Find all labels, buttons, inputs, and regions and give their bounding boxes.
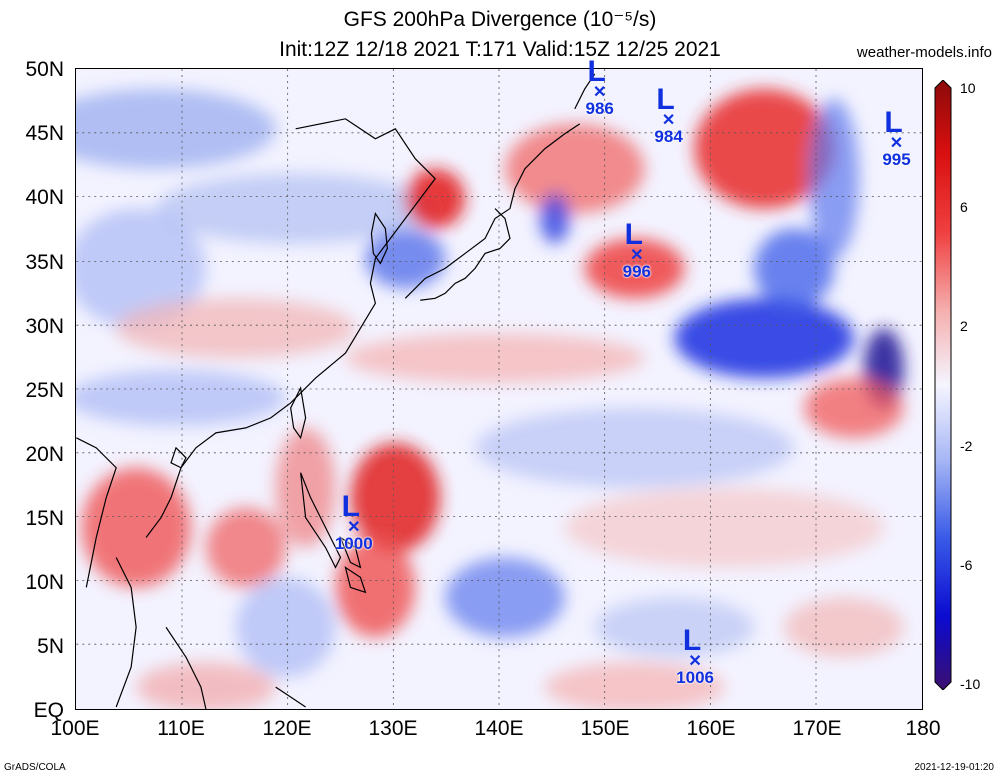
- low-marker: L ✕ 1000: [324, 492, 384, 563]
- low-pressure-value: 1006: [676, 667, 714, 687]
- lat-label: 5N: [37, 635, 64, 658]
- coastlines: [76, 73, 596, 709]
- low-marker: L ✕ 986: [570, 57, 630, 128]
- low-center-x-icon: ✕: [889, 135, 904, 153]
- colorbar-label: -10: [960, 676, 981, 692]
- lon-label: 120E: [262, 717, 312, 740]
- lon-label: 160E: [686, 717, 736, 740]
- low-pressure-value: 995: [882, 150, 911, 170]
- colorbar-label: 2: [960, 318, 968, 334]
- lat-lon-grid: [76, 69, 922, 709]
- lat-label: 50N: [25, 58, 64, 81]
- colorbar-label: -6: [960, 557, 973, 573]
- low-marker: L ✕ 995: [867, 108, 927, 179]
- low-center-x-icon: ✕: [688, 652, 702, 670]
- low-center-x-icon: ✕: [661, 112, 676, 130]
- low-letter: L: [656, 83, 675, 117]
- lat-label: 25N: [25, 379, 64, 402]
- low-pressure-value: 1000: [334, 534, 373, 554]
- lat-label: 35N: [25, 251, 64, 274]
- low-letter: L: [341, 490, 360, 524]
- low-letter: L: [884, 106, 903, 140]
- site-label: weather-models.info: [856, 44, 992, 61]
- low-center-x-icon: ✕: [347, 519, 361, 537]
- lat-label: EQ: [33, 699, 64, 722]
- low-center-x-icon: ✕: [592, 84, 607, 102]
- low-pressure-value: 996: [622, 262, 651, 282]
- low-letter: L: [624, 218, 643, 252]
- colorbar-label: 6: [960, 199, 968, 215]
- lon-label: 140E: [474, 717, 524, 740]
- lon-label: 170E: [792, 717, 842, 740]
- low-center-x-icon: ✕: [630, 247, 644, 265]
- colorbar: [934, 80, 952, 690]
- low-marker: L ✕ 1006: [665, 625, 725, 697]
- low-marker: L ✕ 996: [607, 220, 667, 291]
- low-pressure-value: 986: [585, 99, 614, 119]
- colorbar-label: 10: [960, 80, 976, 96]
- lat-label: 30N: [25, 315, 64, 338]
- lat-label: 45N: [25, 122, 64, 145]
- lon-label: 110E: [157, 717, 205, 740]
- divergence-map: [75, 68, 923, 710]
- low-letter: L: [682, 623, 702, 657]
- lat-label: 20N: [25, 443, 64, 466]
- footer-credit: GrADS/COLA: [4, 762, 66, 773]
- lon-label: 150E: [580, 717, 630, 740]
- chart-subtitle: Init:12Z 12/18 2021 T:171 Valid:15Z 12/2…: [279, 38, 721, 61]
- chart-title: GFS 200hPa Divergence (10⁻⁵/s): [343, 8, 657, 31]
- low-marker: L ✕ 984: [639, 85, 699, 156]
- lat-label: 40N: [25, 186, 64, 209]
- lat-label: 15N: [25, 507, 64, 530]
- lat-label: 10N: [25, 571, 64, 594]
- lon-label: 180: [905, 717, 941, 740]
- colorbar-label: -2: [960, 438, 973, 454]
- footer-timestamp: 2021-12-19-01:20: [914, 762, 994, 773]
- low-pressure-value: 984: [654, 127, 683, 147]
- low-letter: L: [587, 55, 606, 89]
- lon-label: 130E: [368, 717, 418, 740]
- divergence-field: [76, 88, 904, 709]
- lon-label: 100E: [50, 717, 100, 740]
